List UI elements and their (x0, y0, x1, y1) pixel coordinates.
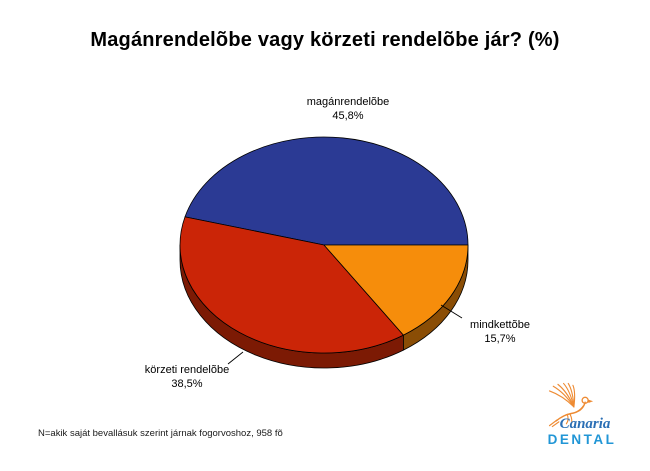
slice-value-text: 15,7% (484, 333, 516, 345)
slice-label-mindkettobe: mindkettõbe 15,7% (440, 318, 560, 346)
pie-slices (179, 136, 469, 369)
slice-value-text: 45,8% (332, 110, 364, 122)
pie-slice-1 (179, 216, 404, 354)
callout-line-mindkettobe (440, 304, 463, 319)
slice-label-text: magánrendelõbe (306, 96, 390, 108)
chart-title: Magánrendelõbe vagy körzeti rendelõbe já… (90, 29, 560, 51)
pie-slice-2 (323, 244, 469, 336)
slice-label-korzeti-rendelobe: körzeti rendelõbe 38,5% (107, 363, 267, 391)
callout-line-korzeti (227, 351, 244, 365)
slice-label-text: mindkettõbe (470, 319, 530, 331)
slice-value-text: 38,5% (171, 378, 203, 390)
slice-label-maganrendelobe: magánrendelõbe 45,8% (268, 95, 428, 123)
logo-wordmark-dental: DENTAL (547, 432, 617, 447)
sample-size-footnote: N=akik saját bevallásuk szerint járnak f… (38, 428, 283, 439)
slice-label-text: körzeti rendelõbe (144, 364, 230, 376)
pie-slice-0 (184, 136, 469, 246)
logo-wordmark-canaria: Canaria (559, 416, 611, 432)
canary-bird-icon (548, 382, 594, 428)
canaria-dental-logo: Canaria DENTAL (538, 381, 634, 451)
